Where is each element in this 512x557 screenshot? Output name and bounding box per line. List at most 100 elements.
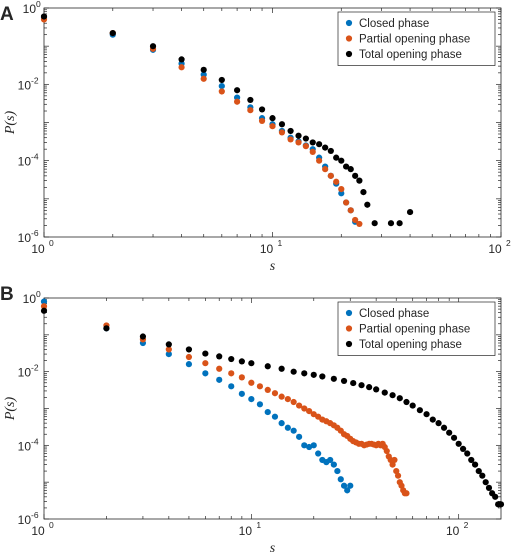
data-point <box>278 420 285 427</box>
series-2 <box>40 13 414 227</box>
legend-label: Partial opening phase <box>359 34 470 46</box>
data-point <box>302 135 309 142</box>
data-point <box>479 472 486 479</box>
data-point <box>256 401 264 408</box>
data-point <box>373 386 380 393</box>
data-point <box>309 139 316 146</box>
x-tick-label-exponent: 2 <box>506 238 511 248</box>
data-point <box>258 106 266 113</box>
data-point <box>309 148 316 155</box>
data-point <box>440 424 448 431</box>
data-point <box>485 484 493 491</box>
data-point <box>271 390 279 397</box>
data-point <box>364 201 371 208</box>
plot-points <box>40 298 505 508</box>
y-tick-label: 10 <box>18 439 32 453</box>
legend-marker <box>345 340 353 348</box>
data-point <box>218 82 225 90</box>
series-0 <box>40 14 359 225</box>
data-point <box>234 98 241 105</box>
series-0 <box>40 298 354 494</box>
data-point <box>435 420 442 427</box>
data-point <box>322 166 329 173</box>
data-point <box>429 416 436 423</box>
data-point <box>202 370 209 377</box>
data-point <box>450 434 458 441</box>
data-point <box>327 147 334 155</box>
y-tick-label: 10 <box>23 2 37 16</box>
data-point <box>416 407 423 414</box>
x-axis-label: s <box>270 259 276 274</box>
y-axis-label: P(s) <box>3 111 18 136</box>
data-point <box>391 456 398 464</box>
data-point <box>202 350 209 357</box>
data-point <box>258 117 266 125</box>
data-point <box>271 413 279 420</box>
data-point <box>278 393 285 400</box>
data-point <box>403 490 410 497</box>
data-point <box>310 371 317 378</box>
data-point <box>423 411 430 418</box>
data-point <box>165 341 172 348</box>
data-point <box>248 360 255 367</box>
panel-letter-b: B <box>0 284 14 305</box>
data-point <box>455 440 462 447</box>
data-point <box>256 383 264 390</box>
legend-marker <box>345 35 353 42</box>
data-point <box>278 129 286 136</box>
panel-letter-a: A <box>0 4 14 25</box>
data-point <box>185 346 193 353</box>
data-point <box>247 107 254 114</box>
data-point <box>301 405 308 412</box>
data-point <box>269 123 276 130</box>
data-point <box>40 303 48 310</box>
data-point <box>360 189 367 196</box>
data-point <box>306 407 313 415</box>
data-point <box>296 402 303 409</box>
x-tick-label: 10 <box>446 524 460 538</box>
data-point <box>356 177 363 184</box>
data-point <box>287 136 294 143</box>
data-point <box>316 141 323 148</box>
x-tick-label-exponent: 1 <box>256 520 261 530</box>
x-axis-label: s <box>270 541 276 556</box>
data-point <box>139 333 147 340</box>
y-tick-label: 10 <box>18 78 32 92</box>
data-point <box>278 121 286 128</box>
data-point <box>344 487 351 494</box>
data-point <box>269 115 276 122</box>
data-point <box>238 358 245 365</box>
x-tick-label-exponent: 0 <box>49 520 54 530</box>
data-point <box>343 163 350 170</box>
x-tick-label: 10 <box>31 242 45 256</box>
y-tick-label-exponent: -6 <box>31 228 39 238</box>
data-point <box>302 143 309 150</box>
data-point <box>403 398 410 406</box>
data-point <box>109 29 116 37</box>
plot-points <box>40 13 414 228</box>
data-point <box>371 220 378 227</box>
data-point <box>295 139 302 146</box>
data-point <box>330 461 337 468</box>
data-point <box>295 132 302 139</box>
data-point <box>278 365 285 372</box>
data-point <box>264 363 271 370</box>
data-point <box>247 96 254 104</box>
data-point <box>200 66 207 73</box>
series-2 <box>40 307 505 508</box>
legend-marker <box>345 309 353 317</box>
data-point <box>248 379 255 386</box>
x-tick-label: 10 <box>488 242 502 256</box>
y-tick-label: 10 <box>18 155 32 169</box>
data-point <box>218 76 225 84</box>
data-point <box>340 377 348 385</box>
data-point <box>387 220 395 227</box>
y-tick-label: 10 <box>23 292 37 306</box>
x-tick-label-exponent: 2 <box>464 520 469 530</box>
legend: Closed phase Partial opening phase Total o… <box>337 11 496 66</box>
data-point <box>381 389 388 396</box>
data-point <box>290 368 297 375</box>
data-point <box>406 208 414 216</box>
legend-label: Partial opening phase <box>359 324 470 336</box>
data-point <box>315 450 322 457</box>
